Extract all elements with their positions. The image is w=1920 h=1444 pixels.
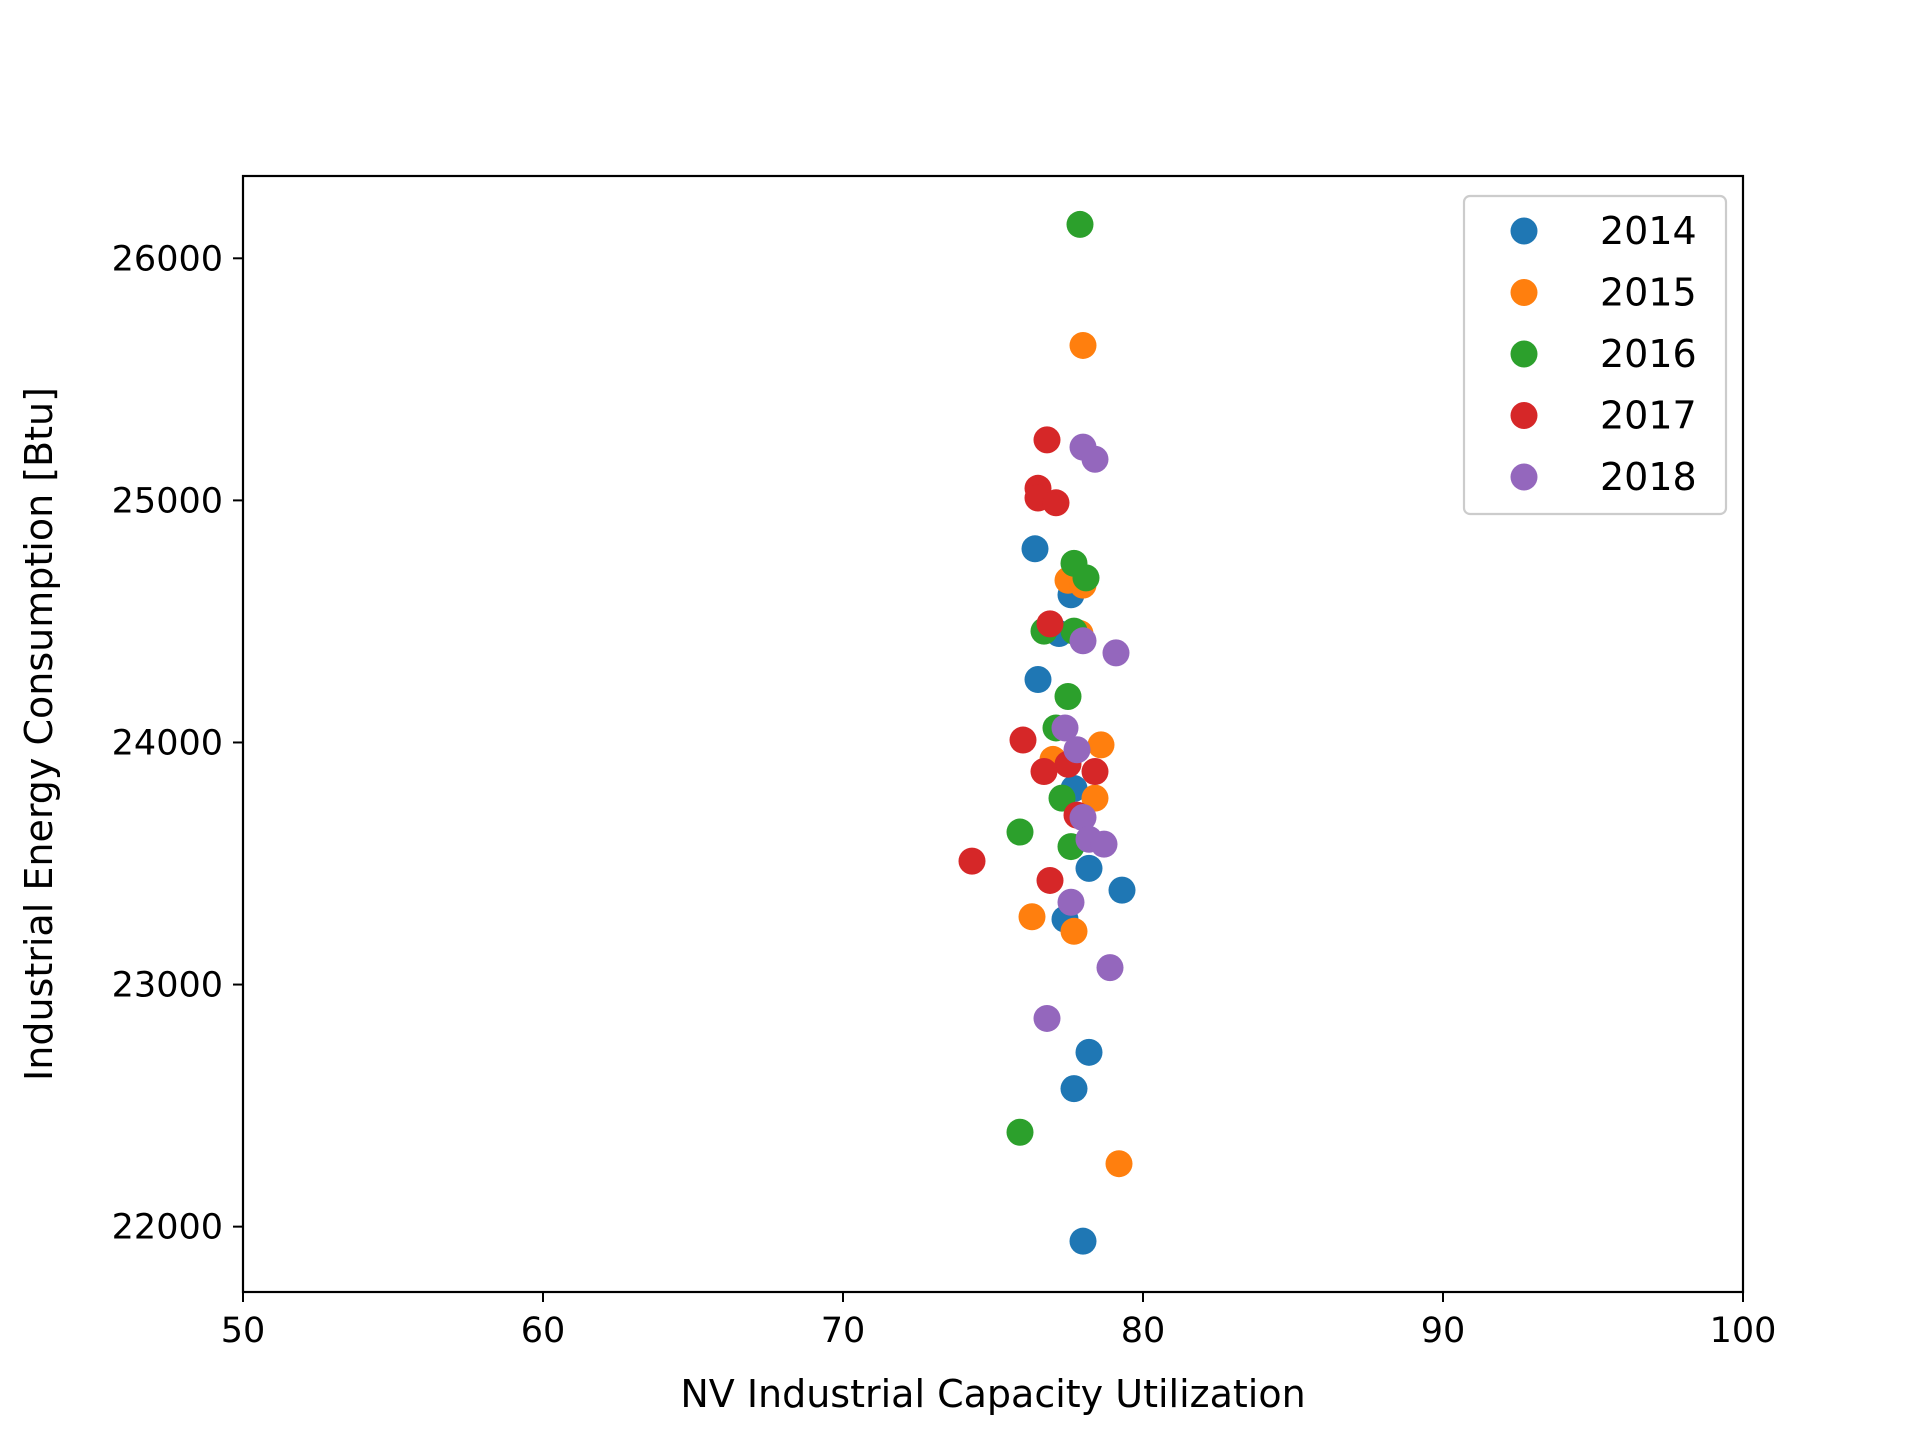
legend-marker-2015 [1510, 279, 1538, 306]
data-point-2017 [1081, 758, 1109, 786]
data-point-2014 [1108, 876, 1136, 904]
data-point-2015 [1069, 331, 1097, 359]
data-point-2018 [1096, 954, 1124, 982]
legend-label-2015: 2015 [1600, 271, 1697, 315]
data-point-2016 [1072, 564, 1100, 592]
data-point-2016 [1006, 818, 1034, 846]
data-point-2017 [1033, 426, 1061, 454]
data-point-2016 [1066, 210, 1094, 238]
data-point-2015 [1105, 1150, 1133, 1178]
data-point-2017 [1036, 610, 1064, 638]
legend-marker-2014 [1510, 217, 1538, 245]
y-tick-label: 26000 [112, 239, 223, 279]
data-point-2017 [958, 847, 986, 875]
legend: 2014 2015 2016 2017 2018 [1462, 194, 1728, 516]
x-axis-label: NV Industrial Capacity Utilization [680, 1372, 1305, 1416]
y-tick-label: 23000 [112, 966, 223, 1006]
y-tick-label: 24000 [112, 723, 223, 763]
data-point-2015 [1018, 903, 1046, 931]
data-point-2014 [1069, 1227, 1097, 1255]
data-point-2017 [1030, 758, 1058, 786]
data-point-2018 [1033, 1004, 1061, 1032]
legend-frame [1462, 194, 1728, 516]
data-point-2014 [1060, 1075, 1088, 1103]
x-axis-ticks: 50 60 70 80 90 100 [221, 1292, 1777, 1351]
x-tick-label: 60 [521, 1311, 566, 1351]
x-tick-label: 100 [1710, 1311, 1777, 1351]
x-tick-label: 70 [821, 1311, 866, 1351]
data-point-2018 [1063, 736, 1091, 764]
plot-area-frame [241, 174, 1745, 1294]
data-point-2014 [1075, 854, 1103, 882]
x-tick-label: 80 [1121, 1311, 1166, 1351]
data-point-2018 [1102, 639, 1130, 667]
x-tick-label: 50 [221, 1311, 266, 1351]
points-layer [958, 210, 1136, 1255]
data-point-2017 [1009, 726, 1037, 754]
data-point-2018 [1069, 804, 1097, 832]
data-point-2017 [1042, 489, 1070, 517]
data-point-2014 [1075, 1038, 1103, 1066]
legend-marker-2018 [1510, 463, 1538, 491]
data-point-2018 [1081, 445, 1109, 473]
y-axis-ticks: 22000 23000 24000 25000 26000 [112, 239, 243, 1248]
data-point-2018 [1057, 888, 1085, 916]
y-tick-label: 25000 [112, 481, 223, 521]
data-point-2016 [1006, 1118, 1034, 1146]
data-point-2018 [1069, 627, 1097, 655]
data-point-2016 [1054, 682, 1082, 710]
data-point-2014 [1021, 535, 1049, 563]
legend-label-2017: 2017 [1600, 394, 1697, 438]
data-point-2014 [1024, 666, 1052, 694]
legend-items: 2014 2015 2016 2017 2018 [1510, 209, 1697, 499]
series-2015 [1018, 331, 1133, 1178]
data-point-2017 [1036, 866, 1064, 894]
legend-marker-2016 [1510, 340, 1538, 368]
y-axis-label: Industrial Energy Consumption [Btu] [17, 387, 61, 1081]
legend-label-2014: 2014 [1600, 209, 1697, 253]
legend-label-2018: 2018 [1600, 455, 1697, 499]
x-tick-label: 90 [1421, 1311, 1466, 1351]
data-point-2018 [1090, 830, 1118, 858]
data-point-2015 [1060, 917, 1088, 945]
series-2018 [1033, 433, 1130, 1032]
data-point-2015 [1081, 784, 1109, 812]
data-point-2015 [1087, 731, 1115, 759]
legend-label-2016: 2016 [1600, 332, 1697, 376]
legend-marker-2017 [1510, 402, 1538, 429]
data-point-2018 [1051, 714, 1079, 742]
y-tick-label: 22000 [112, 1208, 223, 1248]
